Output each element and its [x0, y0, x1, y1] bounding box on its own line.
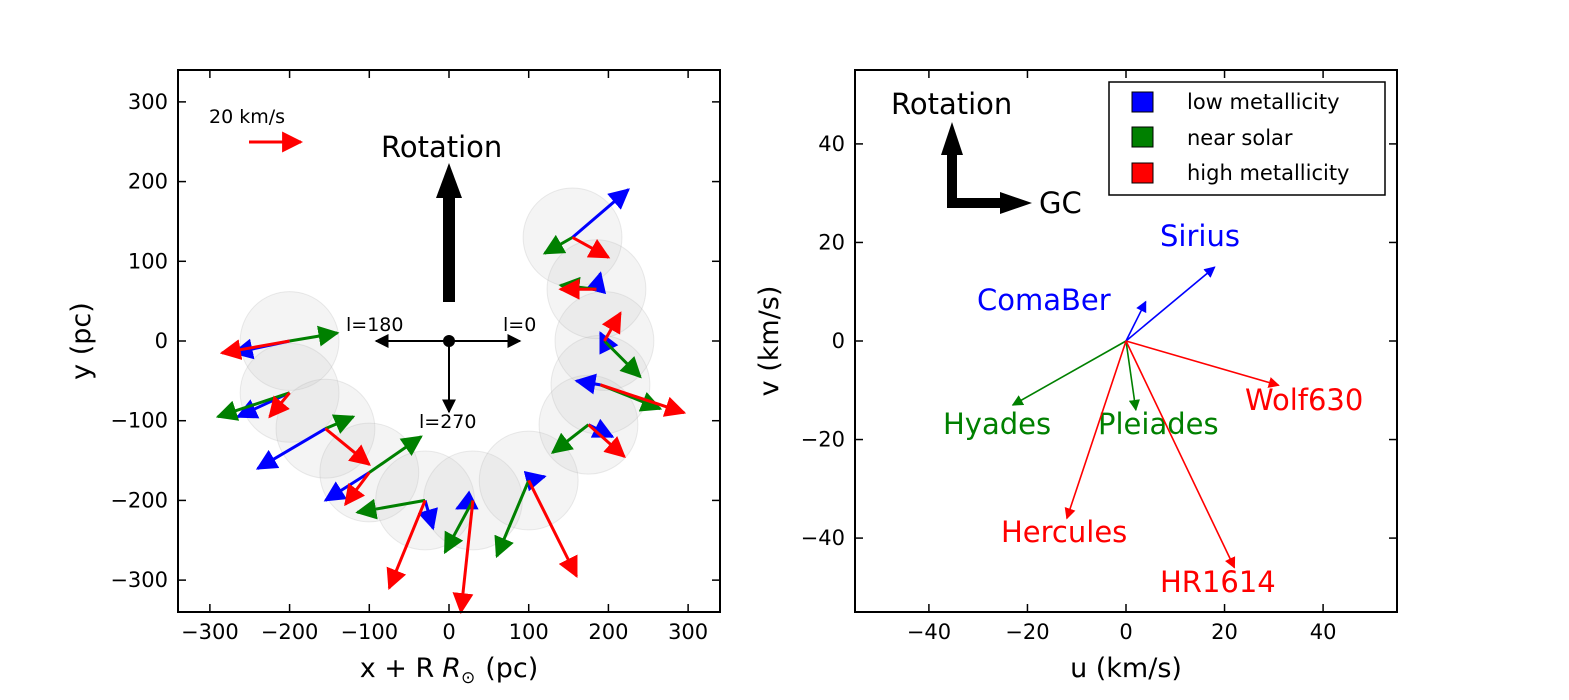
rotation-gc-arrows [941, 122, 1032, 214]
gc-label: GC [1039, 186, 1082, 220]
x-tick-label: −200 [261, 620, 319, 644]
vector-high-7 [527, 479, 578, 579]
vector-near-4 [368, 435, 423, 474]
vector-near-12 [542, 234, 574, 255]
vector-near-3 [324, 414, 356, 434]
y-tick-label: −20 [801, 428, 845, 452]
y-tick-label: 0 [155, 329, 168, 353]
scale-label: 20 km/s [209, 106, 285, 128]
right-y-axis-label: v (km/s) [754, 286, 785, 397]
galactic-direction-cross [374, 334, 522, 414]
x-tick-label: −40 [907, 620, 951, 644]
vector-low-11 [585, 271, 607, 295]
vector-wolf630 [1125, 340, 1280, 388]
left-chart: l=180 l=0 l=270 Rotation 20 km/s −300 −20… [66, 69, 721, 688]
velocity-vectors [215, 188, 687, 615]
right-rotation-label: Rotation [891, 87, 1012, 121]
x-tick-label: 0 [442, 620, 455, 644]
legend-label-high: high metallicity [1187, 161, 1349, 185]
y-tick-label: 20 [818, 230, 845, 254]
label-hercules: Hercules [1001, 515, 1127, 549]
vector-low-5 [417, 499, 438, 531]
vector-hercules [1064, 340, 1127, 520]
y-tick-label: 0 [832, 329, 845, 353]
vector-sirius [1125, 266, 1216, 342]
legend-swatch-low [1131, 91, 1154, 113]
legend-frame [1108, 81, 1386, 196]
label-wolf630: Wolf630 [1245, 383, 1363, 417]
vector-high-5 [386, 499, 427, 591]
y-tick-label: −200 [110, 488, 168, 512]
vector-high-10 [601, 311, 622, 342]
vector-low-9 [574, 373, 601, 395]
x-tick-label: −100 [340, 620, 398, 644]
vector-near-10 [603, 339, 642, 379]
vector-low-12 [571, 188, 630, 239]
vector-hr1614 [1125, 340, 1236, 569]
x-tick-label: 300 [668, 620, 708, 644]
vector-high-12 [571, 236, 611, 259]
l270-label: l=270 [419, 411, 476, 433]
vector-high-4 [344, 471, 371, 507]
y-tick-label: −100 [110, 409, 168, 433]
x-tick-label: −300 [181, 620, 239, 644]
right-x-axis-label: u (km/s) [1070, 653, 1182, 684]
legend-label-low: low metallicity [1187, 90, 1340, 114]
x-tick-label: −20 [1005, 620, 1049, 644]
legend: low metallicity near solar high metallic… [1108, 81, 1386, 196]
y-tick-label: 200 [128, 170, 168, 194]
rotation-arrow [436, 163, 462, 302]
moving-group-vectors: Sirius ComaBer Hyades Pleiades Wolf630 Hercul… [943, 219, 1363, 599]
y-tick-label: 100 [128, 249, 168, 273]
vector-hyades [1011, 340, 1127, 406]
sun-marker [443, 335, 455, 347]
l0-label: l=0 [503, 314, 536, 336]
vector-near-1 [289, 325, 340, 347]
legend-swatch-near [1131, 126, 1154, 148]
left-axes-ticks: −300 −200 −100 0 100 200 300 −300 −200 −100 0 100 20… [110, 70, 720, 644]
l180-label: l=180 [346, 314, 403, 336]
x-tick-label: 40 [1310, 620, 1337, 644]
label-pleiades: Pleiades [1098, 407, 1219, 441]
x-tick-label: 200 [588, 620, 628, 644]
vector-low-3 [255, 427, 327, 470]
right-axes-ticks: −40 −20 0 20 40 −40 −20 0 20 40 [801, 70, 1397, 644]
y-tick-label: −40 [801, 526, 845, 550]
vector-low-6 [455, 490, 479, 510]
vector-comaber [1125, 300, 1147, 342]
y-tick-label: 40 [818, 132, 845, 156]
vector-pleiades [1125, 340, 1140, 412]
label-sirius: Sirius [1160, 219, 1240, 253]
vector-high-8 [587, 423, 626, 458]
vector-high-1 [219, 339, 290, 361]
right-chart: Sirius ComaBer Hyades Pleiades Wolf630 Hercul… [754, 69, 1398, 684]
vector-high-6 [452, 500, 475, 615]
vector-near-7 [494, 479, 531, 559]
label-comaber: ComaBer [977, 283, 1111, 317]
left-y-axis-label: y (pc) [66, 302, 97, 380]
x-tick-label: 20 [1211, 620, 1238, 644]
label-hyades: Hyades [943, 407, 1051, 441]
vector-near-5 [355, 498, 426, 520]
left-x-axis-label: x + R R⊙ (pc) [360, 653, 539, 688]
x-tick-label: 100 [509, 620, 549, 644]
legend-label-near: near solar [1187, 126, 1293, 150]
vector-high-3 [324, 427, 371, 466]
rotation-label: Rotation [381, 130, 502, 164]
legend-swatch-high [1131, 162, 1154, 184]
label-hr1614: HR1614 [1160, 565, 1276, 599]
vector-near-6 [443, 499, 475, 555]
vector-low-7 [523, 470, 547, 492]
vector-near-8 [550, 423, 590, 454]
x-tick-label: 0 [1119, 620, 1132, 644]
y-tick-label: −300 [110, 568, 168, 592]
y-tick-label: 300 [128, 90, 168, 114]
vector-high-2 [268, 391, 291, 419]
vector-high-9 [599, 383, 687, 417]
